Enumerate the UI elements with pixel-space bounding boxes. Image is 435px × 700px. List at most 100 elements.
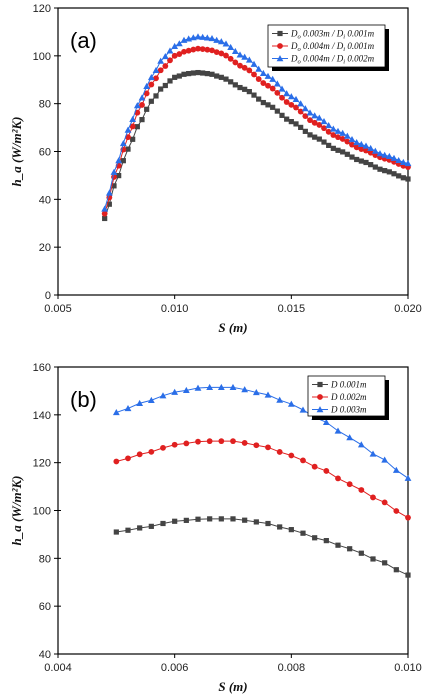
legend-label-part: D <box>290 29 298 39</box>
data-point <box>276 396 284 403</box>
legend-label-part: o <box>298 46 302 53</box>
legend-label-part: D 0.003m <box>330 405 367 415</box>
x-tick-label: 0.004 <box>44 662 72 674</box>
data-point <box>129 123 136 130</box>
data-point <box>148 81 155 88</box>
x-tick-label: 0.010 <box>394 662 422 674</box>
data-point <box>203 34 211 41</box>
legend-label-part: i <box>343 46 345 53</box>
data-point <box>298 124 304 130</box>
data-point <box>199 33 207 40</box>
data-point <box>137 525 143 531</box>
series-line <box>116 440 409 519</box>
data-point <box>391 171 397 177</box>
data-point <box>299 406 307 413</box>
data-point <box>256 96 262 102</box>
data-point <box>162 63 169 69</box>
data-point <box>339 136 346 142</box>
legend-label: D 0.001m <box>330 380 367 390</box>
data-point <box>190 46 197 53</box>
data-point <box>255 65 263 72</box>
legend-label: Do 0.003m / Di 0.001m <box>290 29 375 41</box>
data-point <box>143 90 150 97</box>
data-point <box>307 117 313 124</box>
data-point <box>227 55 234 62</box>
data-point <box>171 52 178 59</box>
data-point <box>218 516 224 522</box>
series-3 <box>112 383 412 481</box>
data-point <box>270 104 276 110</box>
data-point <box>396 173 402 179</box>
data-point <box>190 70 196 76</box>
legend-label-part: 0.001m <box>345 41 375 51</box>
legend-label-part: o <box>298 59 302 66</box>
data-point <box>288 527 294 533</box>
legend-label-part: 0.003m / D <box>301 29 344 39</box>
data-point <box>119 139 127 147</box>
data-point <box>358 146 365 153</box>
data-point <box>209 47 215 54</box>
data-point <box>358 487 365 493</box>
legend-label: D 0.003m <box>330 405 367 415</box>
data-point <box>116 173 122 179</box>
data-point <box>377 166 383 172</box>
data-point <box>218 74 224 80</box>
data-point <box>231 47 239 54</box>
data-point <box>218 50 225 57</box>
data-point <box>312 134 318 140</box>
data-point <box>147 396 155 403</box>
data-point <box>241 64 248 71</box>
data-point <box>404 160 412 167</box>
data-point <box>284 116 290 122</box>
data-point <box>143 82 151 89</box>
legend-label-part: i <box>343 34 345 41</box>
data-point <box>368 162 374 168</box>
data-point <box>367 144 375 152</box>
data-point <box>302 128 308 134</box>
data-point <box>312 535 318 541</box>
chart-panel-b: 40 60 80 100 120 140 160 0.004 0.006 0.008 0.010 S … <box>9 362 422 694</box>
y-tick-label: 100 <box>33 51 51 63</box>
data-point <box>283 90 291 97</box>
data-point <box>392 466 400 473</box>
data-point <box>232 59 239 66</box>
data-point <box>311 463 318 470</box>
y-tick-label: 120 <box>33 3 51 15</box>
data-point <box>393 508 400 514</box>
data-point <box>181 71 187 77</box>
data-point <box>158 86 164 92</box>
data-point <box>206 438 213 445</box>
y-tick-label: 20 <box>39 242 51 254</box>
data-point <box>292 95 300 103</box>
data-point <box>346 481 353 488</box>
data-point <box>339 129 347 136</box>
data-point <box>283 99 290 105</box>
data-point <box>246 67 253 74</box>
data-point <box>105 189 113 196</box>
data-point <box>251 71 257 78</box>
data-point <box>209 71 215 77</box>
data-point <box>277 524 283 530</box>
data-point <box>125 527 131 533</box>
data-point <box>223 76 229 82</box>
data-point <box>386 169 392 175</box>
data-point <box>172 518 178 524</box>
data-point <box>183 517 189 523</box>
series-2 <box>113 438 411 521</box>
data-point <box>136 399 144 406</box>
data-point <box>208 35 216 42</box>
legend-marker <box>276 55 284 62</box>
data-point <box>306 109 314 116</box>
data-point <box>113 458 120 465</box>
data-point <box>229 383 237 391</box>
data-point <box>287 93 295 100</box>
data-point <box>101 205 109 212</box>
data-point <box>321 125 327 132</box>
data-point <box>183 440 190 447</box>
data-point <box>166 47 174 54</box>
x-tick-label: 0.020 <box>394 303 422 315</box>
data-point <box>112 409 120 416</box>
data-point <box>246 89 252 95</box>
data-point <box>195 438 201 445</box>
data-point <box>325 128 332 135</box>
